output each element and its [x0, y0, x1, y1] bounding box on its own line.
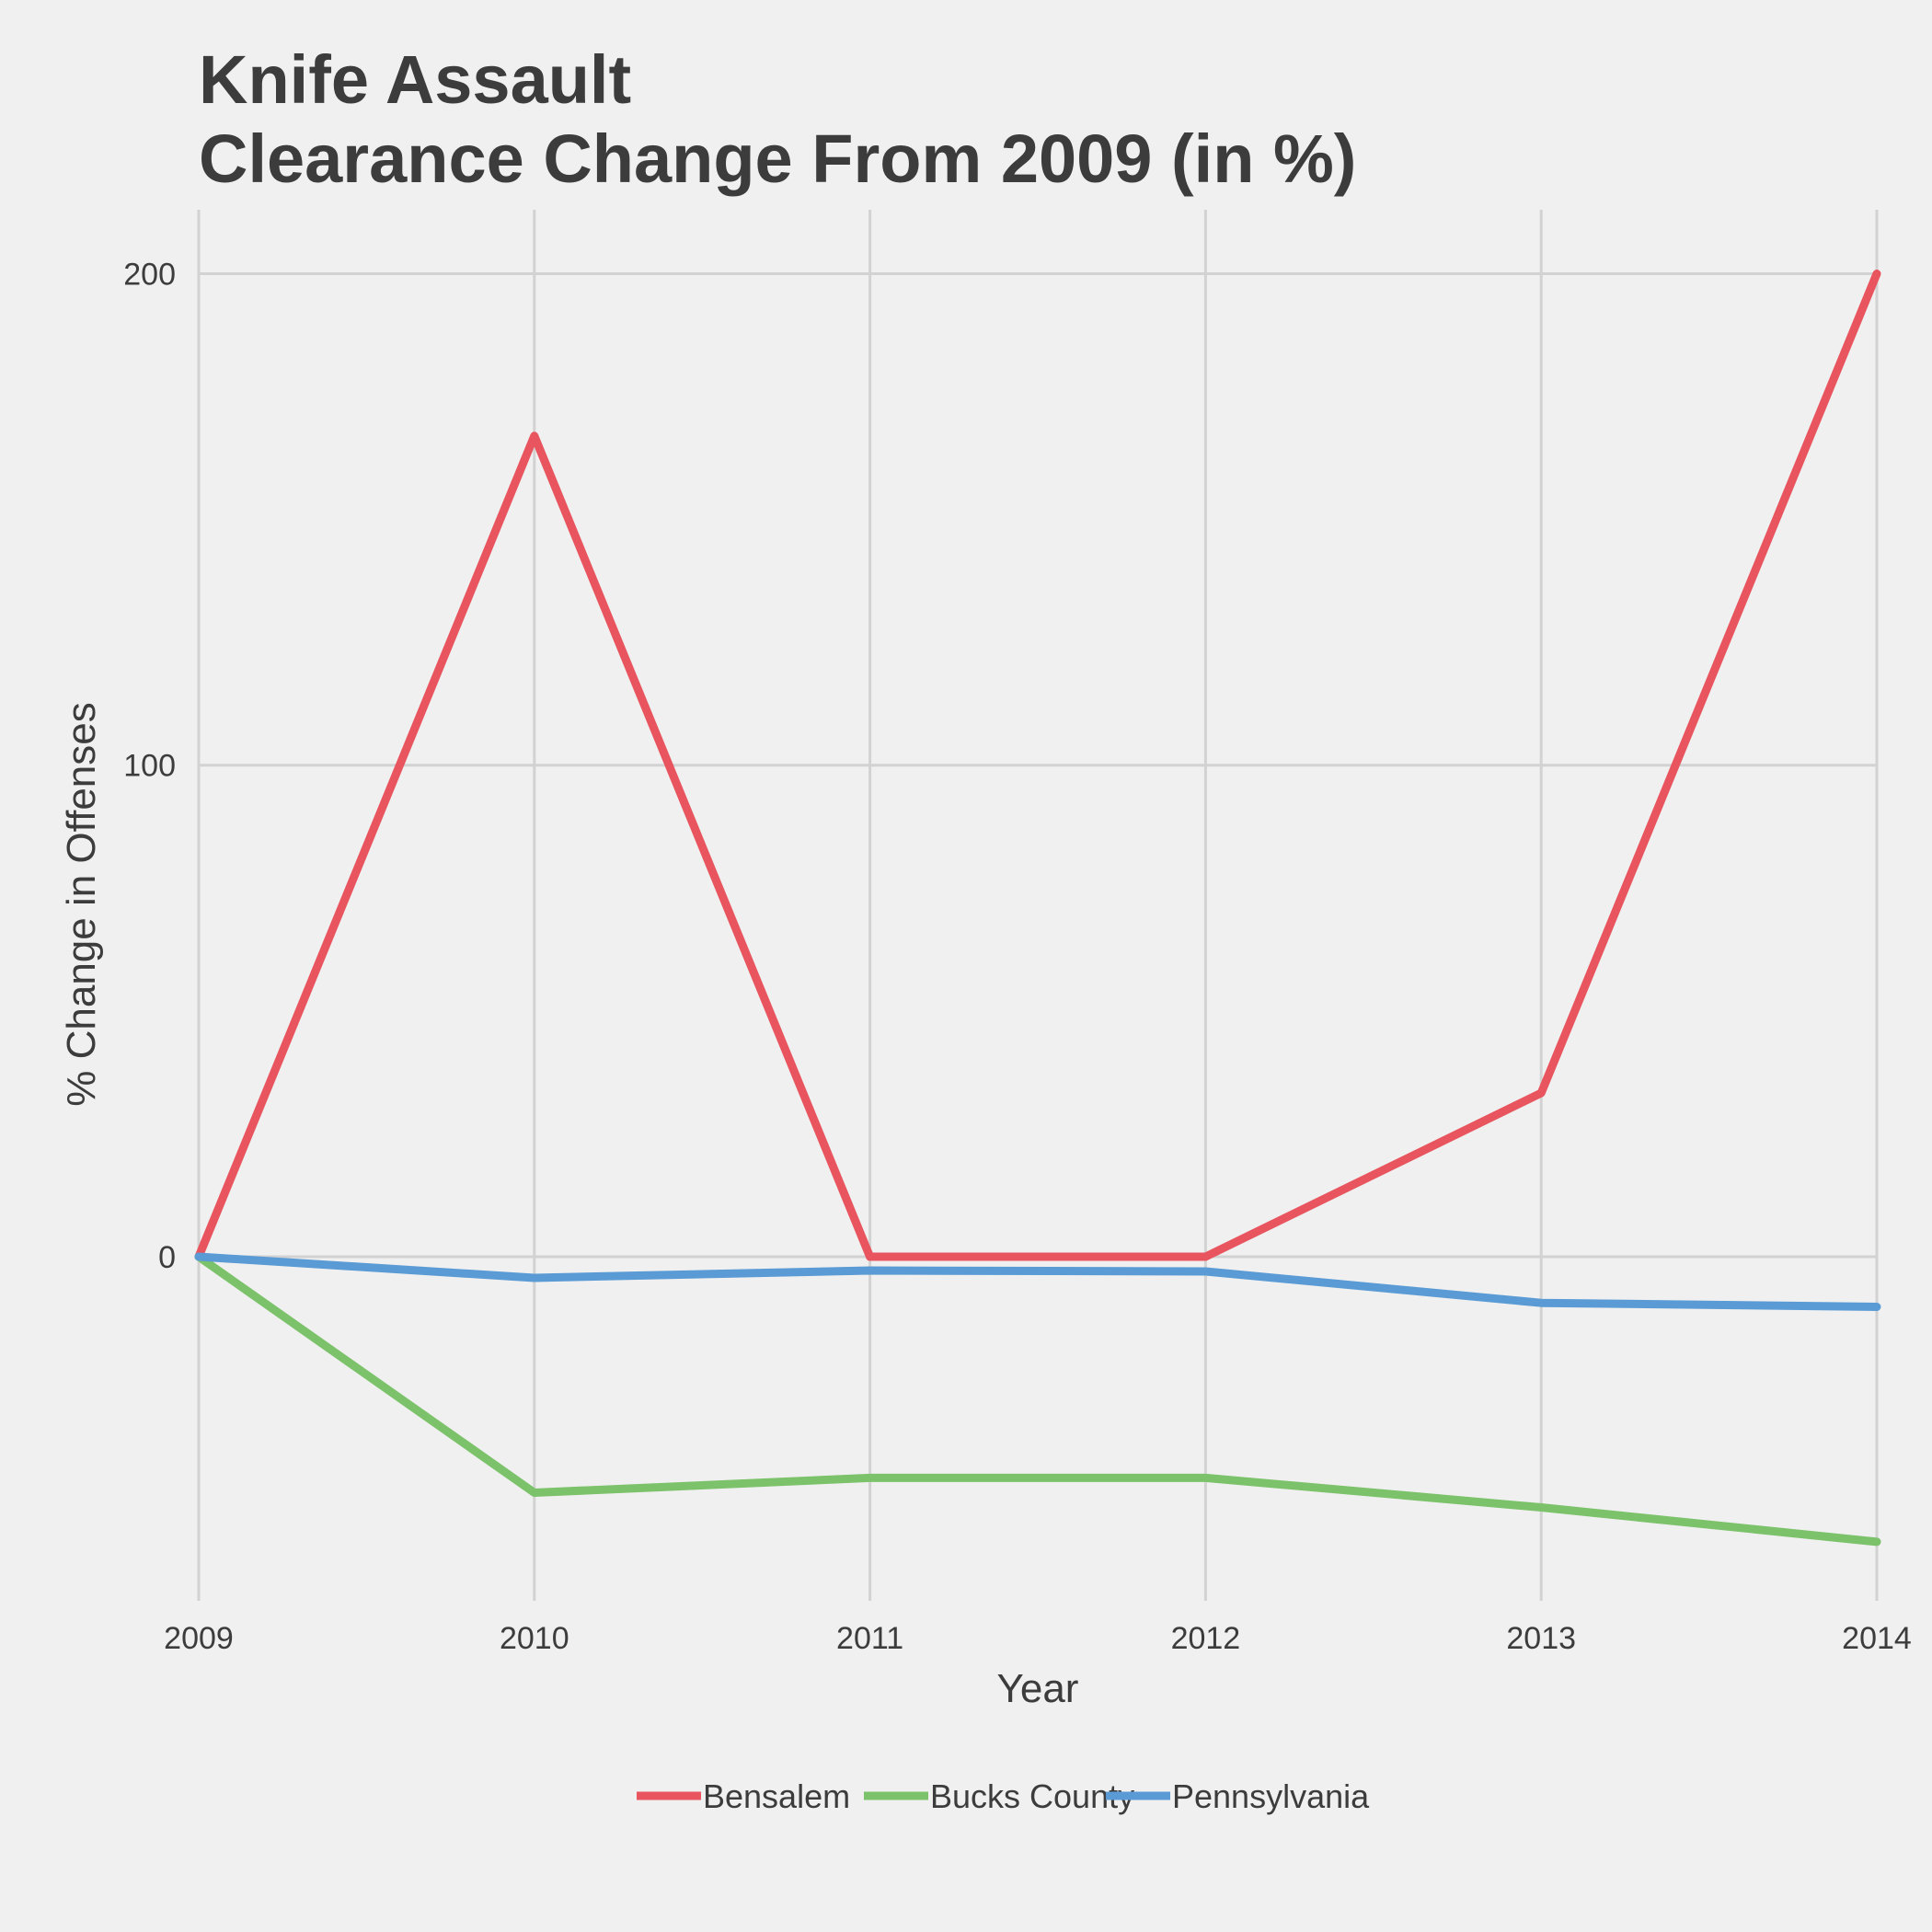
y-tick-label: 100 [123, 749, 176, 784]
x-axis-title: Year [997, 1666, 1079, 1711]
y-tick-label: 200 [123, 257, 176, 292]
legend-label-pennsylvania: Pennsylvania [1172, 1777, 1370, 1815]
legend-label-bensalem: Bensalem [703, 1777, 850, 1815]
x-tick-label: 2009 [164, 1621, 234, 1656]
chart-title-line-1: Knife Assault [199, 41, 631, 118]
x-tick-label: 2010 [500, 1621, 569, 1656]
x-tick-label: 2014 [1842, 1621, 1912, 1656]
series-line-bucks-county [194, 1252, 1881, 1547]
x-tick-label: 2011 [836, 1621, 903, 1656]
y-axis-tick-labels: 0 100 200 [123, 257, 176, 1275]
series-line-pennsylvania [194, 1252, 1881, 1311]
x-axis-tick-labels: 2009 2010 2011 2012 2013 2014 [164, 1621, 1912, 1656]
series-line-bensalem [194, 270, 1881, 1261]
legend: Bensalem Bucks County Pennsylvania [637, 1777, 1370, 1815]
x-tick-label: 2013 [1506, 1621, 1576, 1656]
x-gridlines [197, 210, 1879, 1601]
x-tick-label: 2012 [1171, 1621, 1241, 1656]
y-axis-title: % Change in Offenses [59, 702, 104, 1106]
legend-label-bucks-county: Bucks County [930, 1777, 1134, 1815]
chart-title-line-2: Clearance Change From 2009 (in %) [199, 121, 1356, 197]
y-tick-label: 0 [158, 1240, 176, 1275]
series-lines [194, 270, 1881, 1547]
y-gridlines [199, 271, 1877, 1259]
